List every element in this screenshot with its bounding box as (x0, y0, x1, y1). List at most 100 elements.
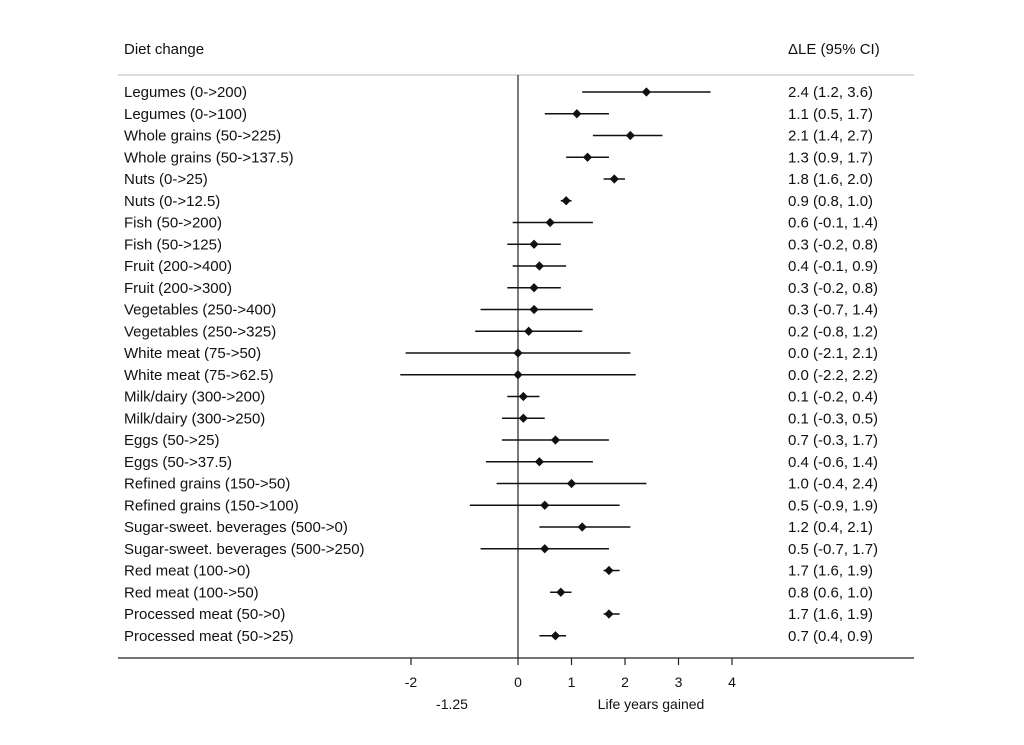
ci-text: 0.3 (-0.2, 0.8) (788, 280, 878, 297)
forest-row: Vegetables (250->400) 0.3 (-0.7, 1.4) (124, 302, 878, 319)
forest-row: Fish (50->125) 0.3 (-0.2, 0.8) (124, 236, 878, 253)
forest-row: Refined grains (150->100) 0.5 (-0.9, 1.9) (124, 497, 878, 514)
forest-row: Red meat (100->0) 1.7 (1.6, 1.9) (124, 563, 873, 580)
ci-text: 0.7 (0.4, 0.9) (788, 628, 873, 645)
ci-text: 1.7 (1.6, 1.9) (788, 563, 873, 580)
estimate-marker (550, 435, 561, 445)
ci-text: 0.5 (-0.9, 1.9) (788, 497, 878, 514)
estimate-marker (604, 565, 614, 576)
forest-row: Legumes (0->100) 1.1 (0.5, 1.7) (124, 106, 873, 123)
row-label: Milk/dairy (300->250) (124, 410, 265, 427)
estimate-marker (540, 500, 550, 510)
x-axis-label: Life years gained (598, 696, 705, 712)
estimate-marker (609, 174, 619, 184)
forest-row: Fruit (200->400) 0.4 (-0.1, 0.9) (124, 258, 878, 275)
ci-text: 1.2 (0.4, 2.1) (788, 519, 873, 536)
row-label: Milk/dairy (300->200) (124, 389, 265, 406)
estimate-marker (524, 326, 534, 336)
forest-row: Eggs (50->37.5) 0.4 (-0.6, 1.4) (124, 454, 878, 471)
x-axis-ticks: -2 0 1 2 3 4 (405, 658, 736, 690)
estimate-marker (572, 109, 582, 119)
row-label: Red meat (100->50) (124, 584, 259, 601)
x-tick-label: -2 (405, 674, 418, 690)
x-tick-label: 2 (621, 674, 629, 690)
estimate-marker (550, 631, 561, 641)
row-label: Legumes (0->200) (124, 84, 247, 101)
row-label: Vegetables (250->325) (124, 323, 276, 340)
row-label: White meat (75->50) (124, 345, 261, 362)
ci-text: 0.1 (-0.2, 0.4) (788, 389, 878, 406)
ci-text: 0.1 (-0.3, 0.5) (788, 410, 878, 427)
ci-text: 0.0 (-2.2, 2.2) (788, 367, 878, 384)
x-axis-secondary-label: -1.25 (436, 696, 468, 712)
forest-row: Fish (50->200) 0.6 (-0.1, 1.4) (124, 215, 878, 232)
ci-text: 1.1 (0.5, 1.7) (788, 106, 873, 123)
ci-text: 1.3 (0.9, 1.7) (788, 149, 873, 166)
forest-row: Sugar-sweet. beverages (500->250) 0.5 (-0… (124, 541, 878, 558)
forest-row: Whole grains (50->137.5) 1.3 (0.9, 1.7) (124, 149, 873, 166)
row-label: Sugar-sweet. beverages (500->250) (124, 541, 365, 558)
x-tick-label: 1 (568, 674, 576, 690)
estimate-marker (529, 239, 539, 249)
estimate-marker (556, 587, 566, 597)
ci-text: 1.0 (-0.4, 2.4) (788, 476, 878, 493)
forest-row: White meat (75->62.5) 0.0 (-2.2, 2.2) (124, 367, 878, 384)
estimate-marker (534, 261, 544, 271)
ci-text: 0.4 (-0.1, 0.9) (788, 258, 878, 275)
row-label: Vegetables (250->400) (124, 302, 276, 319)
forest-row: Nuts (0->25) 1.8 (1.6, 2.0) (124, 171, 873, 188)
forest-row: Milk/dairy (300->250) 0.1 (-0.3, 0.5) (124, 410, 878, 427)
row-label: Refined grains (150->50) (124, 476, 290, 493)
row-label: Nuts (0->25) (124, 171, 208, 188)
row-label: Whole grains (50->225) (124, 128, 281, 145)
row-label: Fish (50->125) (124, 236, 222, 253)
estimate-marker (529, 304, 539, 315)
forest-row: Sugar-sweet. beverages (500->0) 1.2 (0.4,… (124, 519, 873, 536)
forest-row: Processed meat (50->0) 1.7 (1.6, 1.9) (124, 606, 873, 623)
row-label: Nuts (0->12.5) (124, 193, 220, 210)
ci-text: 0.4 (-0.6, 1.4) (788, 454, 878, 471)
forest-row: Red meat (100->50) 0.8 (0.6, 1.0) (124, 584, 873, 601)
ci-text: 0.3 (-0.7, 1.4) (788, 302, 878, 319)
row-label: Red meat (100->0) (124, 563, 250, 580)
row-label: Fruit (200->400) (124, 258, 232, 275)
ci-text: 0.3 (-0.2, 0.8) (788, 236, 878, 253)
estimate-marker (566, 478, 577, 489)
forest-row: Eggs (50->25) 0.7 (-0.3, 1.7) (124, 432, 878, 449)
forest-row: Nuts (0->12.5) 0.9 (0.8, 1.0) (124, 193, 873, 210)
forest-rows: Legumes (0->200) 2.4 (1.2, 3.6)Legumes (0… (124, 84, 878, 645)
row-label: Eggs (50->37.5) (124, 454, 232, 471)
estimate-marker (561, 196, 571, 206)
estimate-marker (513, 370, 523, 380)
estimate-marker (518, 413, 528, 423)
ci-text: 0.7 (-0.3, 1.7) (788, 432, 878, 449)
ci-text: 0.0 (-2.1, 2.1) (788, 345, 878, 362)
forest-row: Whole grains (50->225) 2.1 (1.4, 2.7) (124, 128, 873, 145)
header-diet-change: Diet change (124, 41, 204, 58)
estimate-marker (534, 457, 544, 467)
x-tick-label: 3 (675, 674, 683, 690)
estimate-marker (577, 522, 587, 532)
forest-row: Legumes (0->200) 2.4 (1.2, 3.6) (124, 84, 873, 101)
forest-row: Vegetables (250->325) 0.2 (-0.8, 1.2) (124, 323, 878, 340)
estimate-marker (518, 391, 528, 402)
row-label: White meat (75->62.5) (124, 367, 274, 384)
ci-text: 2.4 (1.2, 3.6) (788, 84, 873, 101)
ci-text: 0.2 (-0.8, 1.2) (788, 323, 878, 340)
estimate-marker (625, 130, 635, 141)
row-label: Fish (50->200) (124, 215, 222, 232)
ci-text: 0.5 (-0.7, 1.7) (788, 541, 878, 558)
row-label: Eggs (50->25) (124, 432, 219, 449)
ci-text: 1.7 (1.6, 1.9) (788, 606, 873, 623)
row-label: Processed meat (50->0) (124, 606, 285, 623)
estimate-marker (545, 217, 555, 228)
forest-row: Refined grains (150->50) 1.0 (-0.4, 2.4) (124, 476, 878, 493)
x-tick-label: 4 (728, 674, 736, 690)
ci-text: 0.8 (0.6, 1.0) (788, 584, 873, 601)
estimate-marker (529, 283, 539, 293)
forest-row: Fruit (200->300) 0.3 (-0.2, 0.8) (124, 280, 878, 297)
ci-text: 1.8 (1.6, 2.0) (788, 171, 873, 188)
forest-row: Milk/dairy (300->200) 0.1 (-0.2, 0.4) (124, 389, 878, 406)
estimate-marker (540, 544, 550, 554)
